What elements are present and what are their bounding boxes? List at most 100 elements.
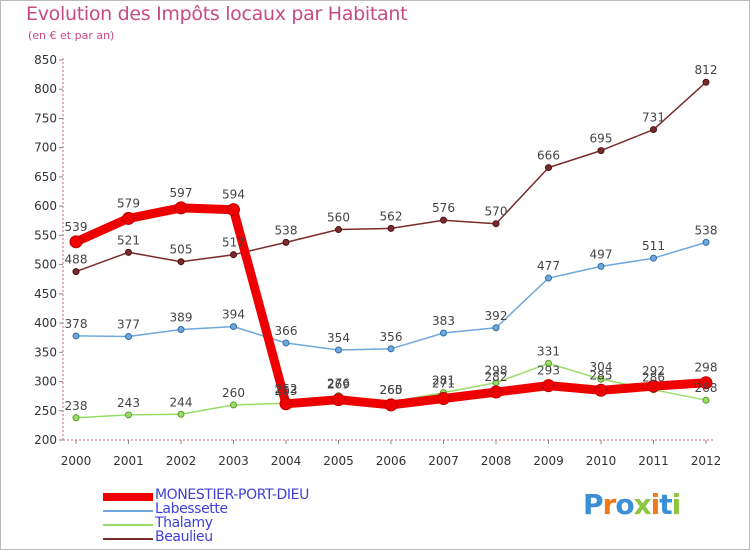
data-label-beaulieu: 576 — [432, 201, 455, 215]
data-point-labessette — [440, 329, 447, 337]
y-tick-label: 550 — [34, 228, 57, 242]
data-label-monestier-port-dieu: 594 — [222, 188, 245, 202]
data-label-labessette: 394 — [222, 308, 245, 322]
data-label-labessette: 538 — [695, 223, 718, 237]
data-point-monestier-port-dieu — [384, 398, 398, 412]
data-point-beaulieu — [335, 226, 342, 234]
data-point-labessette — [282, 339, 290, 347]
data-label-labessette: 378 — [65, 317, 88, 331]
data-label-monestier-port-dieu: 282 — [485, 370, 508, 384]
data-label-thalamy: 286 — [642, 371, 665, 385]
logo-letter: P — [583, 488, 604, 521]
data-point-beaulieu — [492, 220, 500, 228]
data-label-thalamy: 265 — [380, 383, 403, 397]
data-label-monestier-port-dieu: 269 — [327, 378, 350, 392]
legend-swatch — [103, 524, 153, 526]
data-point-beaulieu — [545, 164, 552, 172]
data-point-labessette — [177, 326, 185, 334]
data-point-beaulieu — [597, 147, 605, 155]
data-label-monestier-port-dieu: 597 — [170, 186, 193, 200]
data-point-monestier-port-dieu — [279, 397, 293, 411]
y-tick-label: 600 — [34, 199, 57, 213]
data-label-monestier-port-dieu: 293 — [537, 364, 560, 378]
legend-label: Beaulieu — [155, 529, 213, 545]
data-label-labessette: 356 — [380, 330, 403, 344]
data-label-monestier-port-dieu: 271 — [432, 376, 455, 390]
data-label-thalamy: 238 — [65, 399, 88, 413]
data-label-beaulieu: 695 — [590, 132, 613, 146]
data-label-thalamy: 276 — [327, 377, 350, 391]
data-label-thalamy: 298 — [485, 364, 508, 378]
legend-swatch — [103, 510, 153, 512]
legend-swatch — [103, 538, 153, 540]
x-tick-label: 2012 — [691, 454, 722, 468]
data-point-monestier-port-dieu — [69, 235, 83, 249]
data-point-labessette — [72, 332, 80, 340]
data-label-labessette: 511 — [642, 239, 665, 253]
x-tick-label: 2004 — [271, 454, 302, 468]
data-point-thalamy — [702, 396, 710, 404]
data-point-beaulieu — [72, 268, 80, 276]
y-tick-label: 650 — [34, 170, 57, 184]
y-tick-label: 700 — [34, 141, 57, 155]
y-tick-label: 750 — [34, 111, 57, 125]
data-point-thalamy — [597, 375, 605, 383]
data-label-labessette: 366 — [275, 324, 298, 338]
data-point-monestier-port-dieu — [227, 203, 240, 217]
x-tick-label: 2006 — [376, 454, 407, 468]
x-tick-label: 2001 — [113, 454, 144, 468]
data-label-beaulieu: 560 — [327, 211, 350, 225]
data-label-thalamy: 268 — [695, 381, 718, 395]
data-label-monestier-port-dieu: 260 — [380, 383, 403, 397]
data-point-monestier-port-dieu — [174, 201, 188, 215]
logo-letter: i — [650, 488, 661, 521]
data-point-labessette — [230, 323, 237, 331]
data-point-monestier-port-dieu — [489, 385, 503, 399]
data-point-monestier-port-dieu — [437, 391, 450, 405]
data-label-labessette: 477 — [537, 259, 560, 273]
data-point-thalamy — [125, 411, 132, 419]
y-tick-label: 500 — [34, 258, 57, 272]
data-point-beaulieu — [650, 126, 657, 134]
data-label-monestier-port-dieu: 579 — [117, 196, 140, 210]
legend-swatch — [103, 493, 153, 501]
data-point-labessette — [335, 346, 342, 354]
data-label-beaulieu: 666 — [537, 149, 560, 163]
x-tick-label: 2009 — [533, 454, 564, 468]
logo-letter: r — [602, 488, 617, 521]
x-tick-label: 2011 — [638, 454, 669, 468]
y-tick-label: 400 — [34, 316, 57, 330]
legend-label: MONESTIER-PORT-DIEU — [155, 487, 309, 503]
x-tick-label: 2005 — [323, 454, 354, 468]
data-label-beaulieu: 812 — [695, 63, 718, 77]
x-tick-label: 2003 — [218, 454, 249, 468]
data-label-beaulieu: 521 — [117, 233, 140, 247]
data-point-beaulieu — [125, 248, 132, 256]
data-point-monestier-port-dieu — [699, 376, 713, 390]
data-point-monestier-port-dieu — [332, 393, 345, 407]
y-tick-label: 800 — [34, 82, 57, 96]
data-point-monestier-port-dieu — [122, 211, 135, 225]
data-label-monestier-port-dieu: 298 — [695, 361, 718, 375]
data-point-labessette — [492, 324, 500, 332]
data-label-beaulieu: 517 — [222, 236, 245, 250]
x-tick-label: 2007 — [428, 454, 459, 468]
data-label-beaulieu: 562 — [380, 209, 403, 223]
data-label-thalamy: 331 — [537, 344, 560, 358]
data-label-labessette: 377 — [117, 318, 140, 332]
x-tick-label: 2008 — [481, 454, 512, 468]
data-point-monestier-port-dieu — [594, 383, 608, 397]
data-label-monestier-port-dieu: 285 — [590, 368, 613, 382]
data-label-monestier-port-dieu: 539 — [65, 220, 88, 234]
y-tick-label: 350 — [34, 345, 57, 359]
y-tick-label: 450 — [34, 287, 57, 301]
data-label-thalamy: 243 — [117, 396, 140, 410]
data-label-thalamy: 304 — [590, 360, 613, 374]
logo-letter: t — [659, 488, 672, 521]
x-tick-label: 2000 — [61, 454, 92, 468]
data-point-beaulieu — [387, 224, 395, 232]
data-label-labessette: 497 — [590, 247, 613, 261]
data-label-thalamy: 263 — [275, 384, 298, 398]
data-label-labessette: 389 — [170, 311, 193, 325]
